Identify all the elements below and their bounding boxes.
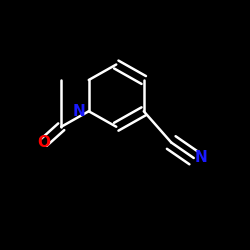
Text: O: O [37,135,50,150]
Text: N: N [72,104,85,119]
Text: N: N [195,150,207,166]
